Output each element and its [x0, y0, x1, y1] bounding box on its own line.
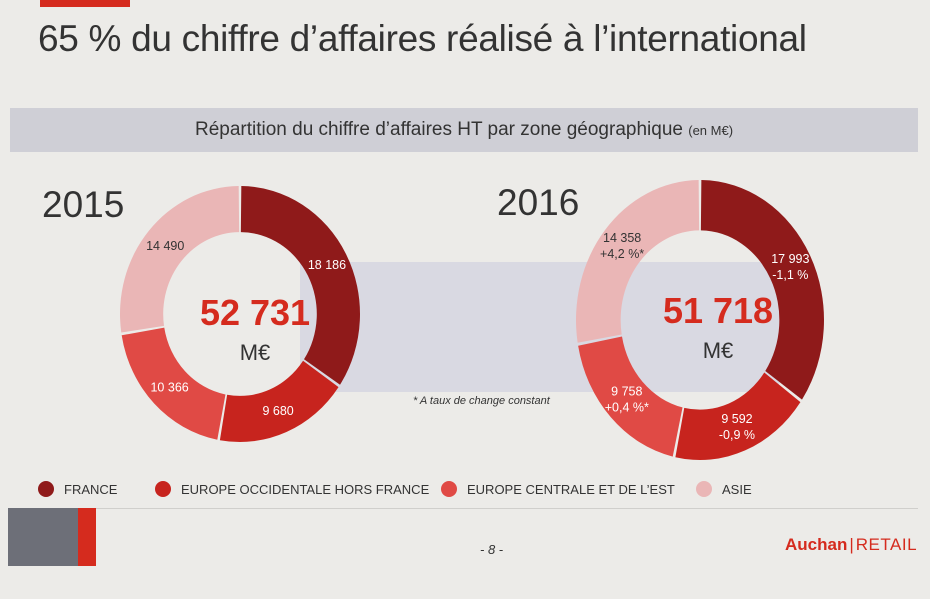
- legend-item-asie: ASIE: [696, 481, 752, 497]
- slice-label-2015-asie: 14 490: [146, 239, 184, 253]
- slice-label-2016-france: 17 993 -1,1 %: [771, 252, 809, 282]
- slice-2016-europe-centrale: [578, 336, 683, 457]
- slice-label-2016-europe-centrale: 9 758 +0,4 %*: [605, 385, 649, 415]
- slice-2016-asie: [576, 180, 700, 343]
- total-2015-unit: M€: [239, 340, 271, 365]
- slice-label-2016-asie: 14 358 +4,2 %*: [600, 231, 644, 261]
- slice-label-2015-europe-occidentale: 9 680: [262, 404, 293, 418]
- brand-sub: RETAIL: [855, 535, 918, 554]
- legend-label-france: FRANCE: [64, 481, 118, 497]
- slice-2015-asie: [120, 186, 240, 333]
- slice-label-2015-france: 18 186: [308, 258, 346, 272]
- slice-label-2015-europe-centrale: 10 366: [150, 380, 188, 394]
- brand-main: Auchan: [785, 535, 848, 554]
- total-2016-value: 51 718: [662, 290, 774, 331]
- subtitle-text: Répartition du chiffre d’affaires HT par…: [194, 119, 683, 140]
- legend-label-europe-occidentale: EUROPE OCCIDENTALE HORS FRANCE: [181, 481, 430, 497]
- total-2015-value: 52 731: [199, 292, 311, 333]
- top-accent-bar: [40, 0, 130, 7]
- slice-label-2016-europe-occidentale: 9 592 -0,9 %: [719, 412, 755, 442]
- donut-chart-2015: 18 186 9 680 10 366 14 490: [120, 186, 360, 443]
- legend-swatch-france: [38, 481, 54, 497]
- legend: FRANCE EUROPE OCCIDENTALE HORS FRANCE EU…: [0, 481, 930, 503]
- total-2016-unit: M€: [702, 338, 734, 363]
- slice-2016-europe-occidentale: [675, 372, 801, 460]
- slice-2015-europe-centrale: [121, 327, 226, 440]
- brand-separator: |: [849, 535, 854, 554]
- chart-subtitle: Répartition du chiffre d’affaires HT par…: [10, 119, 918, 141]
- year-2015-label: 2015: [42, 184, 125, 225]
- page-title: 65 % du chiffre d’affaires réalisé à l’i…: [38, 18, 807, 59]
- subtitle-unit: (en M€): [688, 123, 734, 138]
- legend-item-europe-occidentale: EUROPE OCCIDENTALE HORS FRANCE: [155, 481, 429, 497]
- slice-2015-europe-occidentale: [219, 360, 339, 443]
- footnote: * A taux de change constant: [413, 395, 550, 407]
- legend-label-europe-centrale: EUROPE CENTRALE ET DE L’EST: [467, 481, 675, 497]
- page-number: - 8 -: [480, 542, 504, 557]
- slice-2015-france: [240, 186, 360, 385]
- legend-item-europe-centrale: EUROPE CENTRALE ET DE L’EST: [441, 481, 675, 497]
- year-2016-label: 2016: [497, 182, 580, 223]
- subtitle-band: Répartition du chiffre d’affaires HT par…: [10, 108, 918, 152]
- legend-swatch-asie: [696, 481, 712, 497]
- brand-logo: Auchan | RETAIL: [785, 535, 917, 555]
- legend-swatch-europe-occidentale: [155, 481, 171, 497]
- footer-gray-block: [8, 508, 78, 566]
- donut-chart-2016: 17 993 -1,1 % 9 592 -0,9 % 9 758 +0,4 %* 14 35…: [576, 180, 824, 460]
- footer-red-block: [78, 508, 96, 566]
- slice-2016-france: [700, 180, 824, 400]
- legend-item-france: FRANCE: [38, 481, 117, 497]
- legend-label-asie: ASIE: [722, 481, 752, 497]
- legend-swatch-europe-centrale: [441, 481, 457, 497]
- footer-divider: [96, 508, 918, 509]
